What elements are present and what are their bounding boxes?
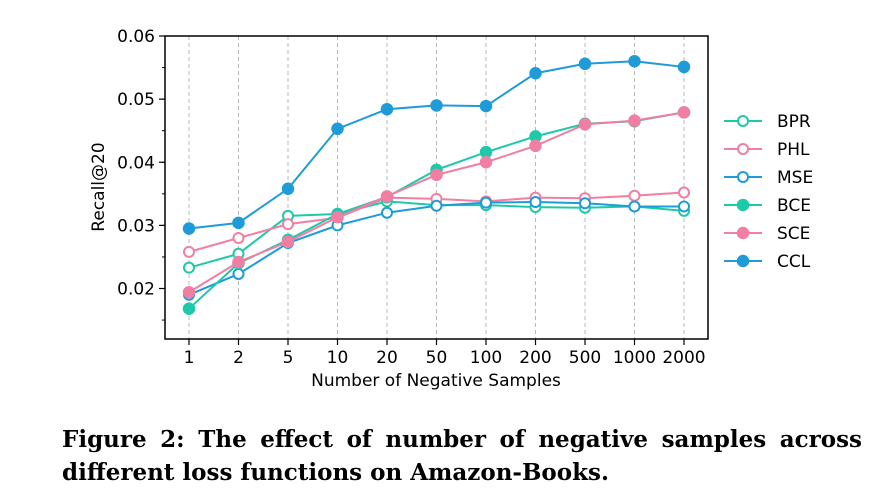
legend-label: BPR [777,112,811,132]
legend-marker [737,171,749,183]
data-point-mse [480,196,492,209]
data-point-ccl [232,216,245,230]
x-tick-label: 10 [327,348,349,368]
legend-marker [737,143,749,155]
x-tick-label: 50 [426,348,448,368]
x-axis-label: Number of Negative Samples [311,371,561,391]
data-point-sce [578,118,592,131]
x-tick-label: 1 [184,348,195,368]
y-tick-label: 0.06 [117,27,155,47]
y-axis-label: Recall@20 [89,142,109,231]
line-chart: 1 2 5 10 20 50 100 200 500 1000 2000 0.020.030.040… [89,27,813,391]
data-point-sce [479,156,493,169]
x-tick-label: 5 [283,348,294,368]
series-ccl [182,55,691,235]
legend-item-sce: SCE [724,224,810,244]
y-tick-label: 0.03 [117,216,155,236]
x-tick-label: 2 [233,348,244,368]
data-point-mse [579,197,591,210]
data-point-mse [529,196,542,209]
data-point-phl [183,245,195,258]
x-tick-label: 20 [376,348,398,368]
legend-marker [736,254,750,268]
legend-item-bpr: BPR [724,112,811,132]
x-axis: 1 2 5 10 20 50 100 200 500 1000 2000 [184,339,706,368]
data-point-sce [331,210,344,224]
data-point-ccl [331,122,344,136]
data-point-ccl [281,182,295,196]
y-axis: 0.02 0.03 0.04 0.05 0.06 [117,27,165,321]
data-point-phl [282,218,294,231]
grid-lines [188,36,685,339]
data-point-sce [182,286,196,299]
x-tick-label: 100 [470,348,502,368]
data-point-ccl [380,102,394,116]
x-tick-label: 500 [569,348,601,368]
legend-marker [737,115,749,127]
legend: BPR PHL MSE BCE SCE CCL [724,112,813,272]
data-point-sce [281,235,295,249]
data-point-phl [628,189,641,202]
legend-label: SCE [777,224,810,244]
data-point-sce [232,255,245,269]
data-point-ccl [182,222,196,235]
data-point-sce [380,190,394,203]
series-layer [182,55,691,315]
legend-item-phl: PHL [724,140,810,160]
data-point-sce [677,106,691,119]
legend-label: PHL [777,140,810,160]
legend-item-ccl: CCL [724,252,811,272]
x-tick-label: 1000 [613,348,656,368]
data-point-bpr [183,261,195,274]
x-tick-label: 2000 [662,348,705,368]
legend-item-mse: MSE [724,168,813,188]
data-point-phl [232,232,245,244]
data-point-ccl [578,57,592,71]
data-point-phl [678,186,690,199]
data-point-mse [232,267,245,280]
data-point-sce [628,114,641,127]
legend-item-bce: BCE [724,196,811,216]
data-point-sce [430,168,443,182]
legend-label: BCE [777,196,811,216]
data-point-mse [381,206,393,219]
data-point-ccl [430,99,443,112]
y-tick-label: 0.05 [117,90,155,110]
data-point-mse [628,200,641,213]
data-point-sce [529,139,542,153]
legend-marker [736,226,750,240]
data-point-mse [430,199,443,212]
data-point-ccl [479,99,493,113]
legend-label: MSE [777,168,813,188]
legend-marker [736,198,750,212]
figure-caption: Figure 2: The effect of number of negati… [62,426,862,486]
data-point-ccl [628,55,641,68]
y-tick-label: 0.04 [117,153,155,173]
data-point-bce [182,302,196,315]
data-point-ccl [529,66,542,80]
series-sce [182,106,691,299]
data-point-ccl [677,60,691,74]
legend-label: CCL [777,252,811,272]
x-tick-label: 200 [519,348,551,368]
y-tick-label: 0.02 [117,280,155,300]
data-point-mse [678,200,690,213]
